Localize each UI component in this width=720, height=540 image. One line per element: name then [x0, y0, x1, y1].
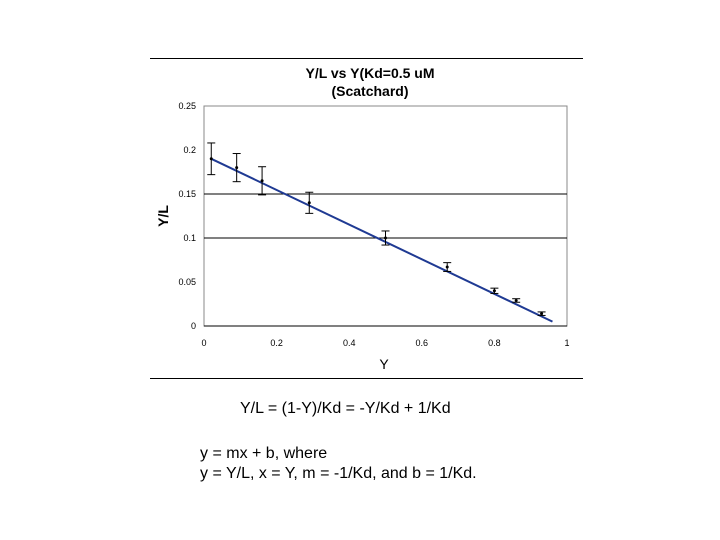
scatchard-chart: Y/L vs Y(Kd=0.5 uM (Scatchard) Y/L Y 0 0.…: [155, 65, 570, 372]
y-axis-title: Y/L: [155, 205, 171, 227]
data-point: [514, 298, 518, 302]
y-tick-label: 0.25: [178, 101, 196, 111]
bottom-rule: [150, 378, 583, 379]
data-point: [235, 166, 239, 170]
x-tick-label: 0: [201, 338, 206, 348]
equation-variable-mapping: y = Y/L, x = Y, m = -1/Kd, and b = 1/Kd.: [200, 465, 477, 482]
y-tick-label: 0: [191, 321, 196, 331]
y-tick-label: 0.05: [178, 277, 196, 287]
chart-title: Y/L vs Y(Kd=0.5 uM: [305, 65, 434, 81]
data-point: [209, 157, 213, 161]
y-tick-label: 0.2: [183, 145, 196, 155]
x-tick-label: 1: [564, 338, 569, 348]
y-tick-label: 0.15: [178, 189, 196, 199]
data-point: [492, 289, 496, 293]
data-point: [384, 236, 387, 240]
equation-linear-form: y = mx + b, where: [200, 445, 328, 462]
x-axis-title: Y: [379, 356, 389, 372]
plot-area: 0 0.05 0.1 0.15 0.2 0.25 0 0.2 0.4 0.6 0.8 1: [178, 101, 569, 348]
fit-line: [210, 157, 553, 323]
x-tick-label: 0.2: [270, 338, 283, 348]
chart-subtitle: (Scatchard): [331, 83, 408, 99]
top-rule: [150, 58, 583, 59]
data-point: [540, 312, 544, 316]
x-tick-label: 0.6: [416, 338, 429, 348]
x-tick-label: 0.8: [488, 338, 501, 348]
data-point: [260, 179, 264, 183]
data-point: [307, 201, 311, 205]
equation-scatchard: Y/L = (1-Y)/Kd = -Y/Kd + 1/Kd: [240, 400, 451, 417]
y-tick-label: 0.1: [183, 233, 196, 243]
data-point: [445, 265, 449, 269]
x-tick-label: 0.4: [343, 338, 356, 348]
plot-border: [203, 105, 568, 327]
